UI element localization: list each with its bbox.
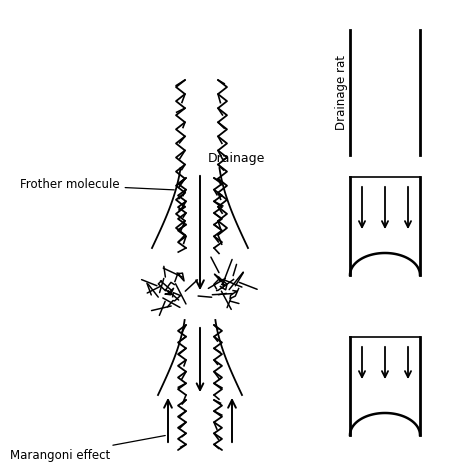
Text: Frother molecule: Frother molecule: [20, 179, 174, 191]
Text: Drainage: Drainage: [208, 152, 265, 165]
Text: Drainage rat: Drainage rat: [336, 55, 348, 130]
Text: Marangoni effect: Marangoni effect: [10, 436, 165, 462]
